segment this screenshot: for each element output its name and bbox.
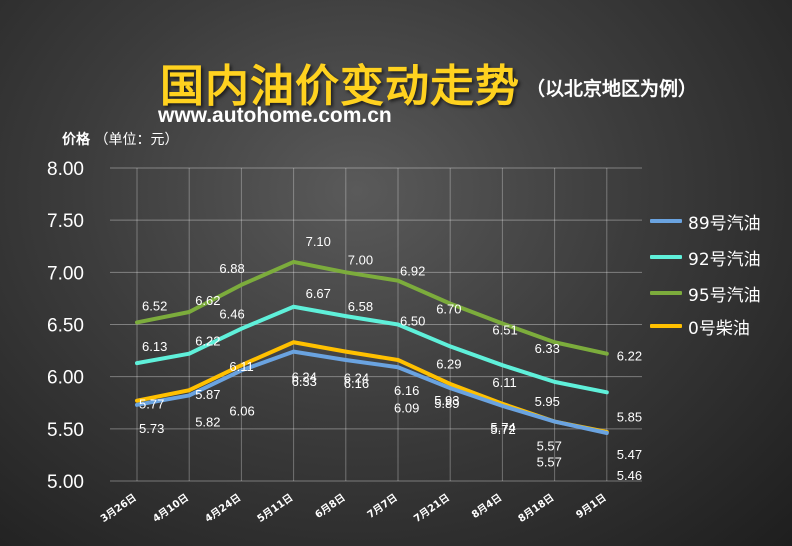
- x-tick-label: 9月1日: [574, 492, 609, 521]
- data-label: 5.72: [490, 422, 515, 437]
- data-label: 5.87: [195, 387, 220, 402]
- legend-item: 92号汽油: [650, 245, 761, 270]
- data-label: 6.92: [400, 264, 425, 279]
- data-label: 6.09: [394, 400, 419, 415]
- website-url: www.autohome.com.cn: [158, 104, 392, 127]
- legend-swatch: [650, 324, 682, 328]
- series-line: [135, 304, 609, 395]
- y-tick-label: 5.50: [47, 420, 84, 441]
- series-line: [135, 259, 609, 356]
- data-label: 6.16: [344, 376, 369, 391]
- data-label: 7.10: [306, 234, 331, 249]
- legend-label: 95号汽油: [688, 285, 761, 306]
- data-label: 6.13: [142, 339, 167, 354]
- y-axis-title: 价格: [62, 132, 90, 148]
- chart-subtitle: （以北京地区为例）: [526, 78, 698, 100]
- data-label: 5.57: [537, 439, 562, 454]
- data-label: 5.77: [139, 397, 164, 412]
- data-label: 5.93: [434, 393, 459, 408]
- legend-label: 0号柴油: [688, 318, 750, 339]
- data-label: 6.70: [436, 302, 461, 317]
- data-label: 6.11: [229, 359, 253, 374]
- data-label: 6.62: [195, 293, 220, 308]
- data-label: 6.52: [142, 298, 167, 313]
- x-tick-label: 6月8日: [313, 492, 348, 521]
- data-label: 6.46: [219, 307, 244, 322]
- y-tick-label: 5.00: [47, 472, 84, 493]
- x-tick-label: 4月24日: [203, 492, 243, 525]
- legend-swatch: [650, 219, 682, 223]
- x-tick-label: 3月26日: [98, 492, 138, 525]
- data-label: 6.11: [492, 375, 516, 390]
- data-label: 6.22: [195, 334, 220, 349]
- y-tick-label: 7.00: [47, 263, 84, 284]
- data-label: 6.33: [292, 374, 317, 389]
- data-label: 5.74: [490, 420, 515, 435]
- x-tick-label: 7月7日: [365, 492, 400, 521]
- data-label: 6.22: [617, 349, 642, 364]
- data-label: 6.33: [535, 341, 560, 356]
- y-tick-label: 8.00: [47, 159, 84, 180]
- x-tick-label: 4月10日: [151, 492, 191, 525]
- legend-label: 89号汽油: [688, 213, 761, 234]
- legend-item: 95号汽油: [650, 281, 761, 306]
- x-tick-label: 7月21日: [412, 492, 452, 525]
- x-tick-label: 5月11日: [255, 492, 295, 525]
- data-label: 5.85: [617, 409, 642, 424]
- data-label: 6.16: [394, 383, 419, 398]
- data-label: 5.73: [139, 421, 164, 436]
- legend-item: 0号柴油: [650, 314, 750, 339]
- data-label: 6.50: [400, 314, 425, 329]
- data-label: 6.24: [344, 371, 369, 386]
- data-label: 7.00: [348, 252, 373, 267]
- legend-label: 92号汽油: [688, 249, 761, 270]
- data-label: 5.46: [617, 468, 642, 483]
- data-label: 5.47: [617, 447, 642, 462]
- y-tick-label: 6.00: [47, 368, 84, 389]
- data-label: 6.06: [229, 403, 254, 418]
- legend-swatch: [650, 291, 682, 295]
- data-label: 6.88: [219, 261, 244, 276]
- data-label: 6.51: [492, 322, 517, 337]
- data-label: 5.82: [195, 414, 220, 429]
- legend-item: 89号汽油: [650, 209, 761, 234]
- chart-title: 国内油价变动走势: [160, 61, 520, 112]
- x-tick-label: 8月4日: [469, 492, 504, 521]
- legend-swatch: [650, 255, 682, 259]
- y-tick-label: 7.50: [47, 211, 84, 232]
- y-axis-unit: （单位：元）: [94, 132, 179, 148]
- data-label: 5.89: [434, 396, 459, 411]
- data-label: 5.95: [535, 394, 560, 409]
- y-axis-label: 价格 （单位：元）: [62, 129, 178, 149]
- y-tick-label: 6.50: [47, 316, 84, 337]
- data-label: 5.57: [537, 455, 562, 470]
- x-tick-label: 8月18日: [516, 492, 556, 525]
- data-label: 6.58: [348, 299, 373, 314]
- data-label: 6.29: [436, 356, 461, 371]
- series-line: [135, 349, 609, 436]
- data-label: 6.67: [306, 286, 331, 301]
- data-label: 6.24: [292, 370, 317, 385]
